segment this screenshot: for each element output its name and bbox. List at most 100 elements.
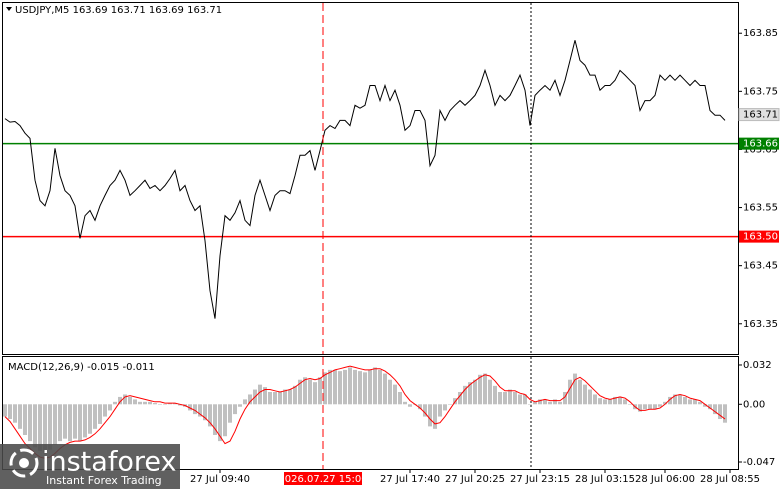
macd-bar <box>528 404 532 405</box>
macd-bar <box>283 389 287 405</box>
macd-bar <box>83 404 87 438</box>
level-label: 163.66 <box>743 139 778 150</box>
macd-bar <box>88 404 92 434</box>
macd-bar <box>198 404 202 417</box>
y-tick-label: 0.00 <box>743 399 765 410</box>
y-tick-label: 163.35 <box>743 319 778 330</box>
macd-bar <box>483 373 487 405</box>
macd-bar <box>373 367 377 405</box>
macd-bar <box>663 401 667 405</box>
macd-bar <box>688 399 692 405</box>
macd-bar <box>713 404 717 415</box>
macd-bar <box>213 404 217 435</box>
macd-bar <box>518 394 522 405</box>
macd-bar <box>318 377 322 405</box>
macd-bar <box>258 384 262 405</box>
x-tick-label: 28 Jul 06:00 <box>635 474 695 485</box>
macd-bar <box>368 369 372 405</box>
macd-bar <box>393 384 397 405</box>
macd-bar <box>228 404 232 423</box>
macd-bar <box>693 399 697 405</box>
plot-area: 163.85 163.75 163.65 163.55 163.45 163.35 163.… <box>3 3 780 485</box>
macd-bar <box>493 385 497 405</box>
level-box <box>739 137 779 150</box>
macd-bar <box>338 371 342 405</box>
macd-bar <box>363 372 367 405</box>
macd-bar <box>243 399 247 405</box>
macd-bar <box>553 399 557 405</box>
macd-bar <box>708 404 712 410</box>
cursor-time-box <box>284 472 362 485</box>
macd-bar <box>23 404 27 435</box>
x-tick-label: 28 Jul 08:55 <box>700 474 760 485</box>
macd-bar <box>333 369 337 405</box>
macd-bar <box>433 404 437 429</box>
macd-bar <box>203 404 207 421</box>
macd-bar <box>448 404 452 405</box>
macd-bar <box>98 404 102 424</box>
macd-bar <box>488 379 492 405</box>
macd-bar <box>593 394 597 405</box>
macd-bar <box>648 404 652 410</box>
price-panel <box>2 2 739 355</box>
macd-bar <box>158 404 162 405</box>
macd-bar <box>168 403 172 405</box>
macd-bar <box>418 404 422 410</box>
macd-bar <box>38 404 42 451</box>
macd-bar <box>623 399 627 405</box>
macd-bar <box>68 404 72 442</box>
macd-bar <box>223 404 227 437</box>
macd-bar <box>653 404 657 410</box>
macd-bar <box>698 401 702 405</box>
macd-bar <box>108 404 112 411</box>
macd-bar <box>463 385 467 405</box>
x-tick-label: 27 Jul 20:25 <box>445 474 505 485</box>
price-line <box>4 40 726 319</box>
x-tick-label: 27 Jul 23:15 <box>510 474 570 485</box>
macd-bar <box>523 394 527 405</box>
last-price-box <box>738 108 780 122</box>
macd-bar <box>143 401 147 405</box>
macd-bar <box>153 403 157 405</box>
macd-bar <box>403 401 407 405</box>
macd-bar <box>478 374 482 405</box>
macd-bar <box>358 371 362 405</box>
macd-bar <box>148 401 152 405</box>
macd-bar <box>558 401 562 405</box>
watermark-brand: instaforex <box>42 447 176 478</box>
macd-bar <box>208 404 212 427</box>
macd-bar <box>308 379 312 405</box>
watermark-tagline: Instant Forex Trading <box>46 474 162 487</box>
macd-bar <box>563 392 567 405</box>
macd-bar <box>598 398 602 405</box>
watermark-logo-dot <box>19 458 29 468</box>
x-tick-label: 28 Jul 03:15 <box>575 474 635 485</box>
macd-bar <box>603 399 607 405</box>
macd-bar <box>643 404 647 410</box>
macd-bar <box>298 379 302 405</box>
macd-bar <box>378 369 382 405</box>
macd-bar <box>288 389 292 405</box>
macd-bar <box>513 392 517 405</box>
y-tick-label: 163.75 <box>743 86 778 97</box>
signal-line <box>4 365 726 459</box>
macd-bar <box>583 384 587 405</box>
y-tick-label: 0.032 <box>743 360 772 371</box>
x-tick-label: 27 Jul 17:40 <box>380 474 440 485</box>
macd-bar <box>543 399 547 405</box>
y-tick-label: 163.85 <box>743 28 778 39</box>
macd-bar <box>538 399 542 405</box>
macd-bar <box>468 382 472 405</box>
macd-bar <box>703 404 707 407</box>
x-tick-label: 27 Jul 09:40 <box>190 474 250 485</box>
macd-bar <box>508 389 512 405</box>
macd-bar <box>578 379 582 405</box>
macd-bar <box>163 404 167 405</box>
macd-bar <box>498 392 502 405</box>
watermark-logo <box>9 448 39 478</box>
macd-bar <box>138 401 142 405</box>
level-box <box>739 230 779 243</box>
macd-bar <box>428 404 432 427</box>
